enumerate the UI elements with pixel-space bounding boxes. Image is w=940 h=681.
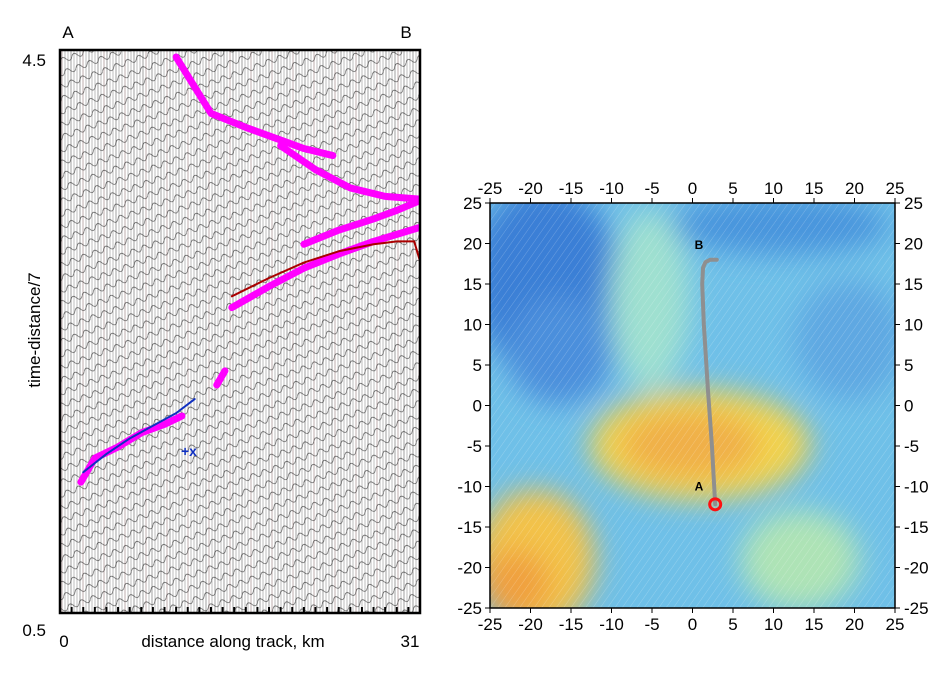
y-tick-label-left: -20 xyxy=(457,559,482,578)
y-tick-label-top: 4.5 xyxy=(22,51,46,70)
x-axis-title: distance along track, km xyxy=(141,632,324,651)
seismic-picks xyxy=(77,53,420,486)
y-tick-label-right: 10 xyxy=(904,316,923,335)
y-tick-label-left: -10 xyxy=(457,478,482,497)
y-tick-label-right: -20 xyxy=(904,559,929,578)
y-axis-title: time-distance/7 xyxy=(25,272,44,387)
y-tick-label-right: -10 xyxy=(904,478,929,497)
x-tick-label-top: -15 xyxy=(559,179,584,198)
y-tick-label-bottom: 0.5 xyxy=(22,621,46,640)
x-tick-label-left: 0 xyxy=(59,632,68,651)
x-tick-label-top: 0 xyxy=(688,179,697,198)
y-tick-label-left: 5 xyxy=(473,356,482,375)
x-tick-label-top: -20 xyxy=(518,179,543,198)
pick-series-6 xyxy=(277,142,420,203)
x-tick-label-bottom: 10 xyxy=(764,615,783,634)
map-ticks: -25-25-20-20-15-15-10-10-5-5005510101515… xyxy=(457,179,928,634)
seismic-wiggle-texture xyxy=(60,50,420,613)
x-tick-label-top: 20 xyxy=(845,179,864,198)
x-tick-label-bottom: 15 xyxy=(805,615,824,634)
x-tick-label-top: -10 xyxy=(599,179,624,198)
x-tick-label-bottom: 25 xyxy=(886,615,905,634)
y-tick-label-right: 15 xyxy=(904,275,923,294)
pick-series-2 xyxy=(213,367,229,389)
y-tick-label-right: -15 xyxy=(904,518,929,537)
x-tick-label-top: 15 xyxy=(805,179,824,198)
y-tick-label-left: -25 xyxy=(457,599,482,618)
y-tick-label-left: 0 xyxy=(473,397,482,416)
y-tick-label-right: -25 xyxy=(904,599,929,618)
pick-series-0 xyxy=(77,412,186,486)
x-tick-label-top: -5 xyxy=(644,179,659,198)
x-tick-label-bottom: 5 xyxy=(728,615,737,634)
x-tick-label-top: 25 xyxy=(886,179,905,198)
track-label-b: B xyxy=(695,238,704,252)
pick-series-1 xyxy=(82,398,196,474)
pick-series-5 xyxy=(300,197,420,248)
x-tick-label-bottom: -15 xyxy=(559,615,584,634)
y-tick-label-left: -5 xyxy=(467,437,482,456)
seismic-panel: A B 4.5 0.5 0 31 distance along track, k… xyxy=(22,23,422,651)
x-tick-label-right: 31 xyxy=(401,632,420,651)
x-tick-label-bottom: -25 xyxy=(478,615,503,634)
picks-annotation: +x xyxy=(181,443,197,459)
y-tick-label-left: 20 xyxy=(463,235,482,254)
seismic-frame xyxy=(58,48,422,615)
endpoint-label-b: B xyxy=(400,23,411,42)
track-label-a: A xyxy=(695,480,704,494)
pick-series-4 xyxy=(230,240,420,298)
y-tick-label-right: -5 xyxy=(904,437,919,456)
y-tick-label-right: 20 xyxy=(904,235,923,254)
x-tick-label-top: -25 xyxy=(478,179,503,198)
x-tick-label-bottom: 0 xyxy=(688,615,697,634)
x-tick-label-bottom: -10 xyxy=(599,615,624,634)
track-start-marker xyxy=(708,497,723,512)
x-tick-label-top: 5 xyxy=(728,179,737,198)
y-tick-label-left: 10 xyxy=(463,316,482,335)
y-tick-label-right: 25 xyxy=(904,194,923,213)
y-tick-label-right: 5 xyxy=(904,356,913,375)
y-tick-label-right: 0 xyxy=(904,397,913,416)
map-labels: AB xyxy=(695,238,704,493)
pick-series-7 xyxy=(172,53,337,160)
pick-series-3 xyxy=(228,223,420,312)
seismic-bottom-ticks xyxy=(59,607,421,613)
map-texture xyxy=(490,203,895,608)
y-tick-label-left: 15 xyxy=(463,275,482,294)
endpoint-label-a: A xyxy=(62,23,74,42)
x-tick-label-bottom: -5 xyxy=(644,615,659,634)
map-panel: AB -25-25-20-20-15-15-10-10-5-5005510101… xyxy=(457,179,928,634)
x-tick-label-bottom: -20 xyxy=(518,615,543,634)
y-tick-label-left: -15 xyxy=(457,518,482,537)
y-tick-label-left: 25 xyxy=(463,194,482,213)
x-tick-label-top: 10 xyxy=(764,179,783,198)
x-tick-label-bottom: 20 xyxy=(845,615,864,634)
ship-track xyxy=(700,257,719,507)
